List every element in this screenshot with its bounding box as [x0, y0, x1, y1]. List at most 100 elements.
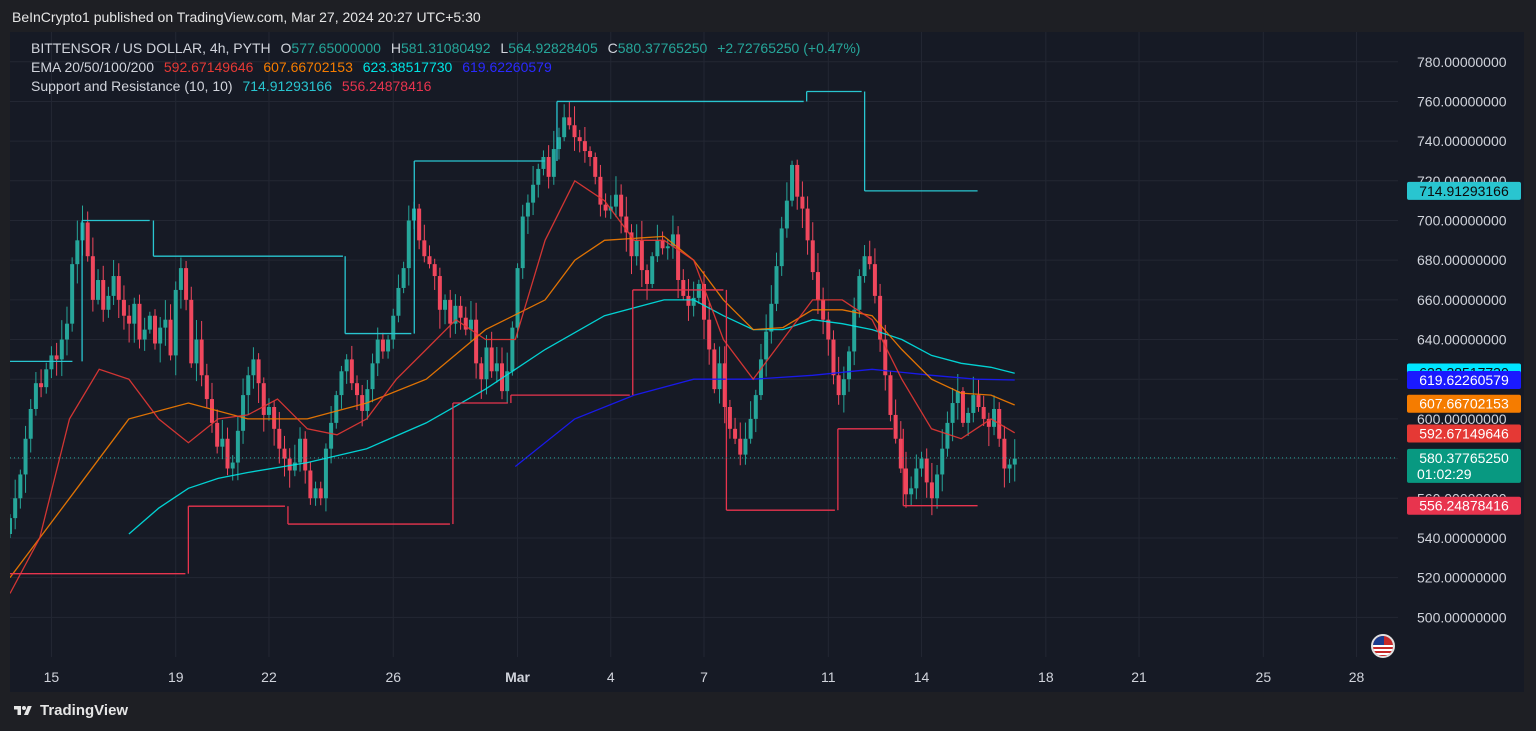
- price-tag-label: 619.62260579: [1419, 372, 1509, 388]
- candle-body: [458, 305, 463, 318]
- close-value: 580.37765250: [617, 40, 708, 56]
- candle-body: [847, 351, 852, 380]
- legend-sr-row: Support and Resistance (10, 10) 714.9129…: [31, 78, 437, 94]
- open-key: O: [280, 40, 292, 56]
- candle-body: [380, 339, 385, 352]
- low-value: 564.92828405: [508, 40, 598, 56]
- candle-body: [779, 228, 784, 267]
- candle-body: [468, 319, 473, 330]
- candle-body: [313, 488, 318, 499]
- ema100-line: [128, 299, 1015, 535]
- us-flag-icon[interactable]: [1371, 634, 1395, 658]
- candle-body: [712, 349, 717, 390]
- candle-body: [106, 295, 111, 310]
- price-tag-label: 607.66702153: [1419, 396, 1509, 412]
- candle-body: [49, 355, 54, 370]
- candle-body: [966, 412, 971, 423]
- ema200-value: 619.62260579: [462, 59, 552, 75]
- price-tag: [1407, 496, 1521, 515]
- candle-body: [204, 375, 209, 400]
- candle-body: [883, 339, 888, 376]
- ema20-value: 592.67149646: [163, 59, 254, 75]
- y-tick-label: 780.00000000: [1417, 54, 1507, 70]
- close-key: C: [607, 40, 618, 56]
- candle-body: [743, 438, 748, 455]
- candle-body: [753, 395, 758, 419]
- candle-body: [443, 299, 448, 310]
- candle-body: [18, 474, 23, 499]
- candle-body: [893, 414, 898, 439]
- candle-body: [303, 438, 308, 471]
- candle-body: [241, 395, 246, 431]
- candle-body: [981, 407, 986, 419]
- candle-body: [163, 319, 168, 328]
- price-tag: [1407, 424, 1521, 443]
- candle-body: [867, 256, 872, 265]
- candle-body: [639, 240, 644, 271]
- legend-ema-row: EMA 20/50/100/200 592.67149646 607.66702…: [31, 59, 558, 75]
- candle-body: [510, 327, 515, 372]
- candle-body: [494, 363, 499, 372]
- x-tick-label: 4: [607, 669, 615, 685]
- sr-label[interactable]: Support and Resistance (10, 10): [31, 78, 233, 94]
- candle-body: [691, 297, 696, 306]
- candle-body: [127, 315, 132, 324]
- candle-body: [173, 289, 178, 356]
- candle-body: [929, 482, 934, 499]
- candle-body: [90, 256, 95, 300]
- chart-frame[interactable]: 500.00000000520.00000000540.00000000560.…: [10, 32, 1524, 692]
- candle-body: [282, 448, 287, 459]
- candle-body: [132, 303, 137, 324]
- candle-body: [235, 430, 240, 463]
- candle-body: [878, 295, 883, 340]
- candle-body: [562, 117, 567, 138]
- candle-body: [764, 331, 769, 360]
- legend-ohlc-row: BITTENSOR / US DOLLAR, 4h, PYTH O577.650…: [31, 40, 866, 56]
- candle-body: [116, 276, 121, 300]
- price-chart[interactable]: 500.00000000520.00000000540.00000000560.…: [10, 32, 1524, 692]
- ema-label[interactable]: EMA 20/50/100/200: [31, 59, 154, 75]
- candle-body: [681, 280, 686, 296]
- candle-body: [308, 470, 313, 499]
- candle-body: [318, 488, 323, 499]
- candle-body: [225, 438, 230, 469]
- x-tick-label: 28: [1349, 669, 1365, 685]
- price-tag-label: 556.24878416: [1419, 498, 1509, 514]
- candle-body: [525, 202, 530, 217]
- candle-body: [888, 375, 893, 415]
- candle-body: [567, 117, 572, 126]
- candle-body: [598, 176, 603, 205]
- candle-body: [33, 383, 38, 409]
- candle-body: [707, 319, 712, 350]
- candle-body: [448, 299, 453, 324]
- countdown-label: 01:02:29: [1417, 466, 1472, 482]
- candle-body: [588, 151, 593, 157]
- low-key: L: [500, 40, 509, 56]
- candle-body: [582, 141, 587, 152]
- y-tick-label: 540.00000000: [1417, 530, 1507, 546]
- candle-body: [831, 339, 836, 376]
- candle-body: [551, 149, 556, 177]
- change-value: +2.72765250 (+0.47%): [717, 40, 861, 56]
- candle-body: [39, 383, 44, 388]
- candle-body: [251, 359, 256, 376]
- candle-body: [976, 395, 981, 407]
- candle-body: [70, 264, 75, 324]
- y-tick-label: 660.00000000: [1417, 292, 1507, 308]
- candle-body: [520, 216, 525, 269]
- candle-body: [256, 359, 261, 384]
- candle-body: [655, 240, 660, 257]
- candle-body: [784, 200, 789, 229]
- x-tick-label: Mar: [505, 669, 530, 685]
- candle-body: [355, 383, 359, 396]
- symbol-title[interactable]: BITTENSOR / US DOLLAR, 4h, PYTH: [31, 40, 271, 56]
- candle-body: [432, 264, 437, 277]
- candle-body: [862, 256, 867, 277]
- tradingview-logo-icon: [14, 705, 32, 715]
- candle-body: [153, 315, 158, 344]
- y-tick-label: 760.00000000: [1417, 93, 1507, 109]
- candle-body: [401, 268, 406, 288]
- ema50-line: [10, 235, 1015, 578]
- candle-body: [101, 280, 106, 310]
- footer: TradingView: [12, 702, 128, 719]
